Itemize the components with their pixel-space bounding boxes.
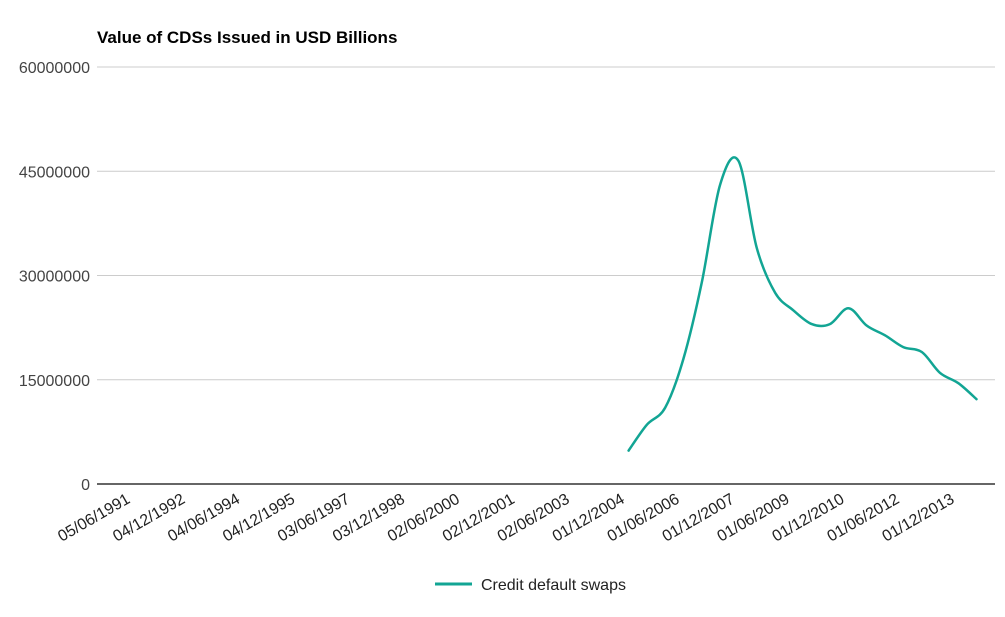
- series-line-credit-default-swaps: [627, 156, 978, 452]
- gridlines: [97, 66, 995, 381]
- y-tick-label: 15000000: [19, 373, 90, 390]
- y-tick-label: 60000000: [19, 60, 90, 77]
- y-tick-label: 45000000: [19, 164, 90, 181]
- chart-title: Value of CDSs Issued in USD Billions: [97, 28, 397, 47]
- legend: Credit default swaps: [435, 577, 626, 594]
- x-axis-ticks: 05/06/199104/12/199204/06/199404/12/1995…: [55, 491, 957, 546]
- y-tick-label: 30000000: [19, 269, 90, 286]
- y-tick-label: 0: [81, 477, 90, 494]
- y-axis-ticks: 0 15000000 30000000 45000000 60000000: [19, 60, 90, 494]
- legend-label: Credit default swaps: [481, 577, 626, 594]
